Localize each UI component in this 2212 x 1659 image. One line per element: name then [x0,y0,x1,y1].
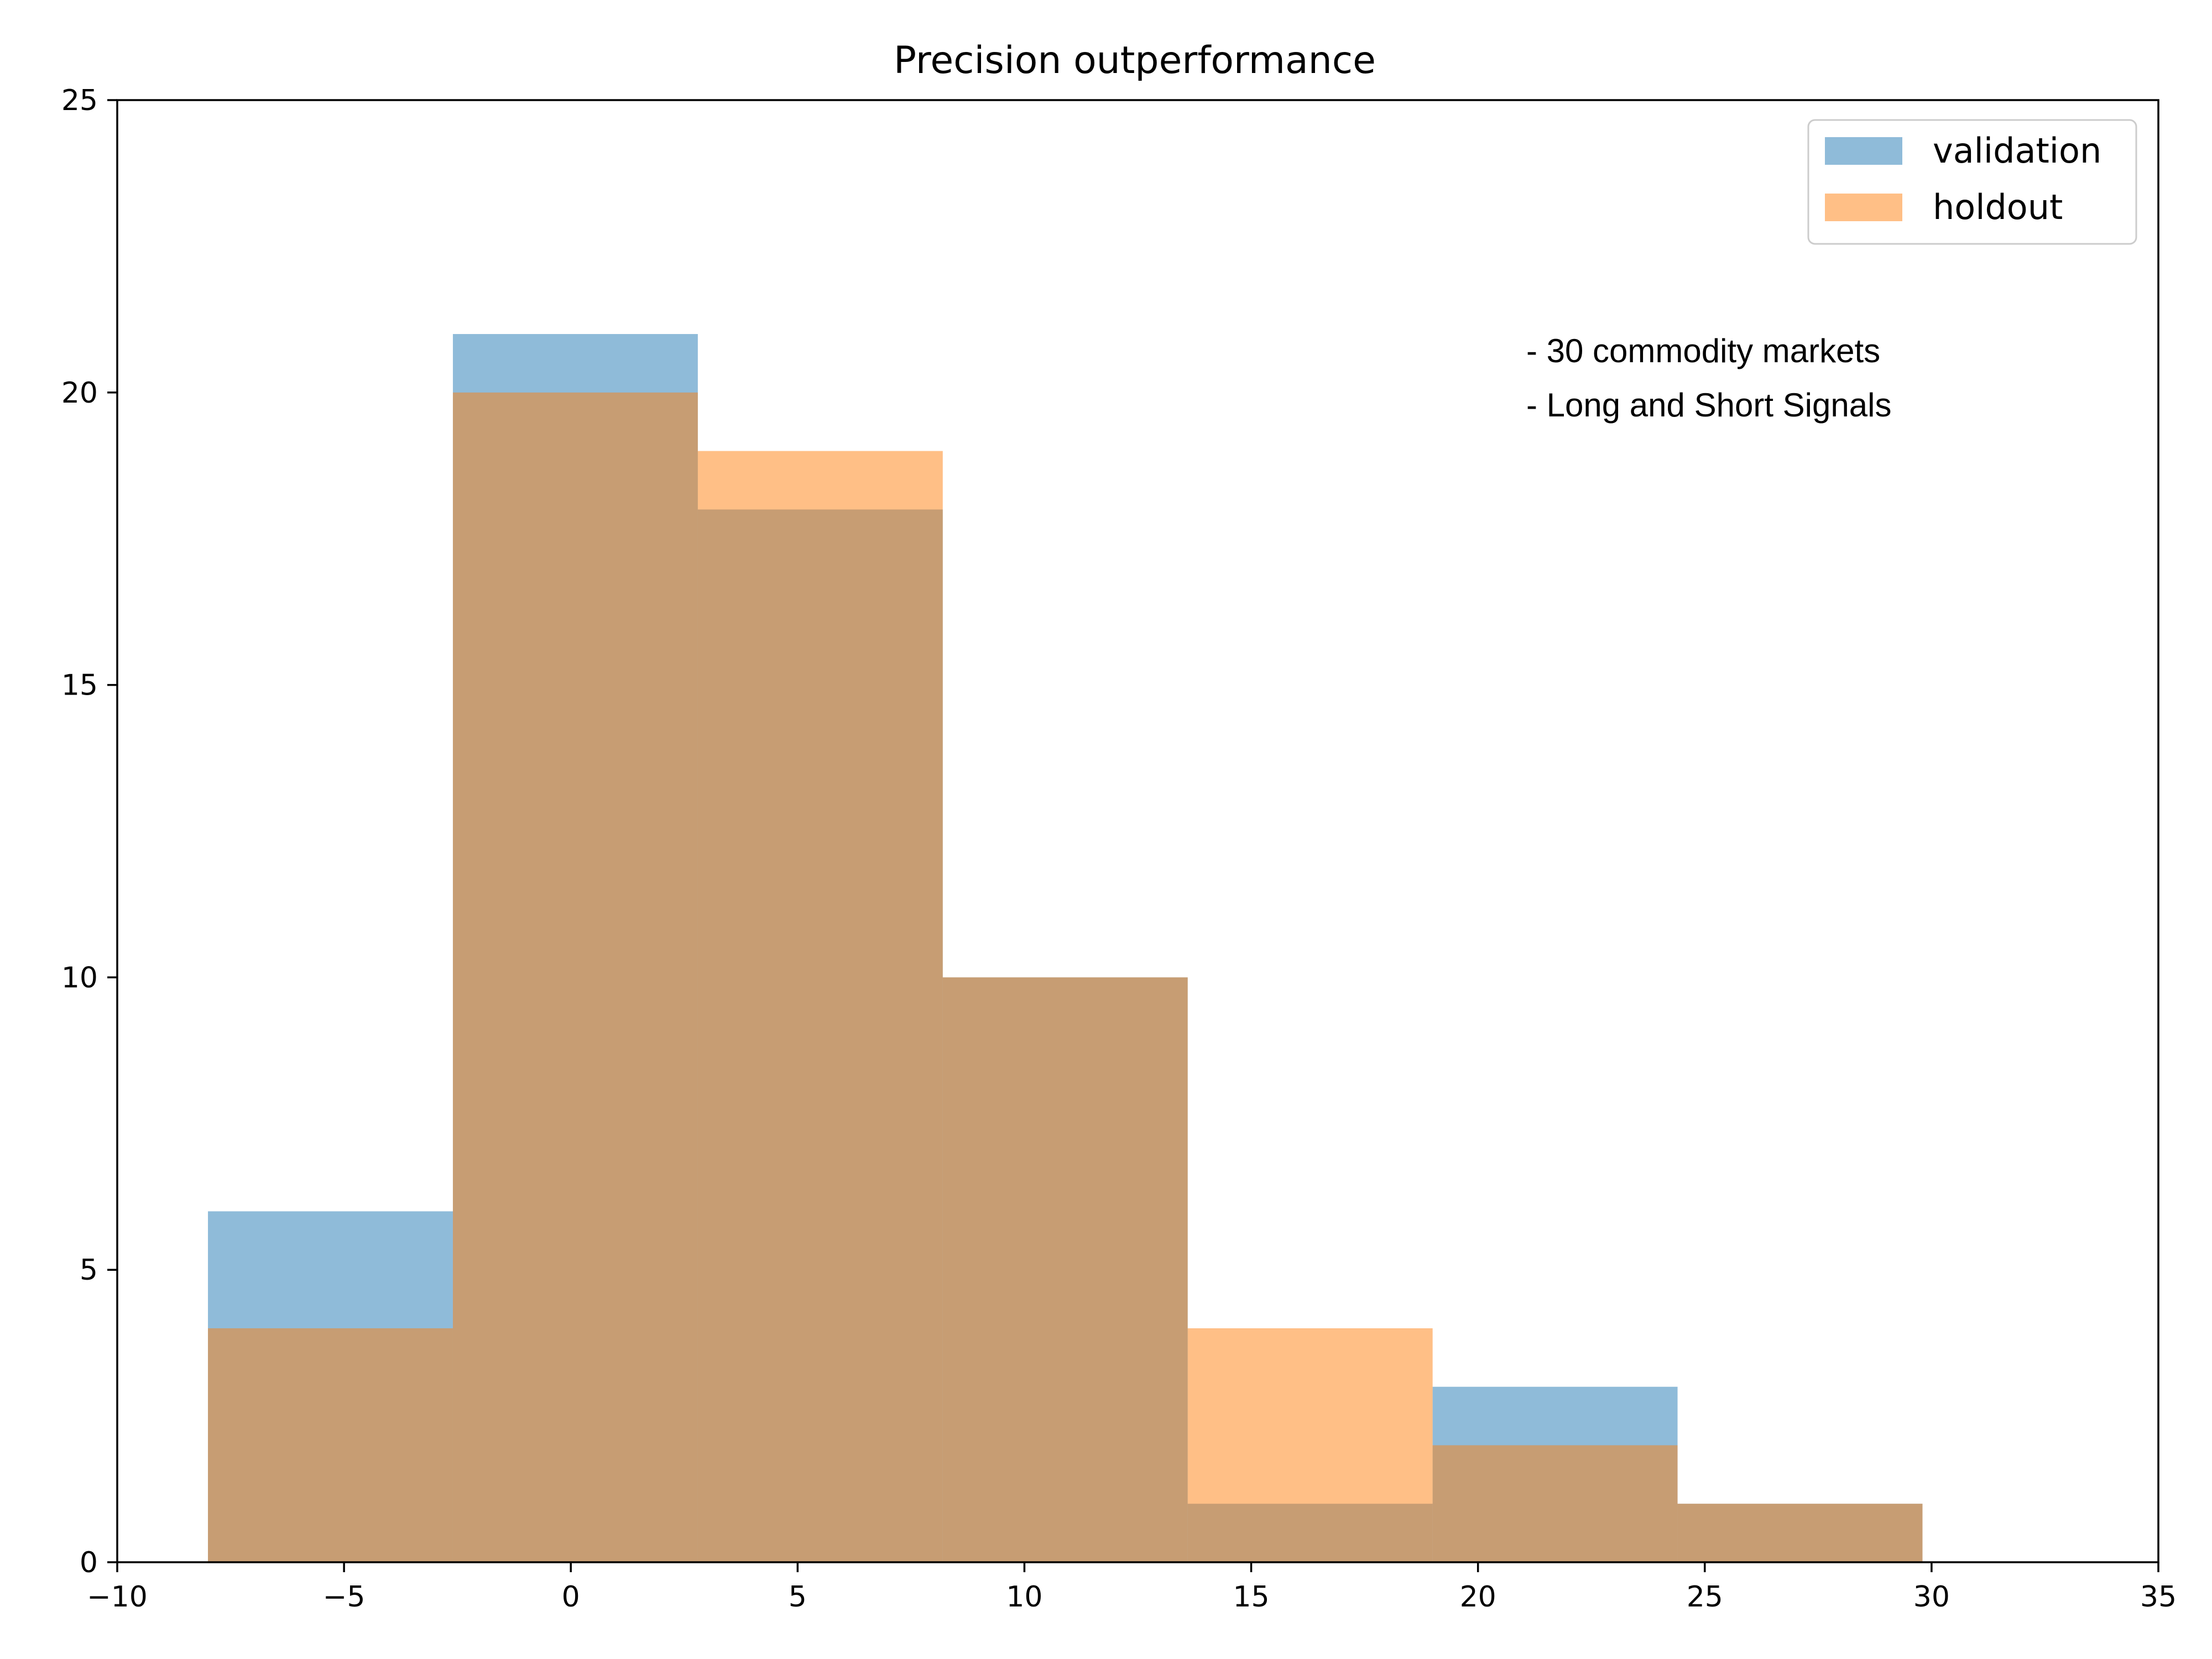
axes-frame [116,99,2159,1563]
x-tick-label: 10 [1006,1580,1042,1614]
legend-swatch-validation [1825,137,1902,165]
bar-holdout-6 [1677,1504,1923,1562]
x-tick-label: 35 [2140,1580,2177,1614]
chart-title: Precision outperformance [894,39,1376,82]
bar-holdout-1 [452,392,698,1562]
annotation-block: - 30 commodity markets - Long and Short … [1526,332,1891,424]
bar-holdout-4 [1187,1328,1433,1562]
annotation-line-signals: - Long and Short Signals [1526,387,1891,424]
legend-swatch-holdout [1825,194,1902,221]
bar-holdout-5 [1432,1445,1678,1562]
y-tick-label: 25 [61,84,98,117]
bar-holdout-0 [208,1328,453,1562]
x-tick-label: 30 [1913,1580,1950,1614]
bars-layer [208,334,1923,1562]
x-tick-label: −5 [323,1580,366,1614]
x-tick-label: 15 [1233,1580,1269,1614]
x-tick-label: −10 [87,1580,148,1614]
y-tick-label: 15 [61,669,98,702]
y-tick-label: 0 [80,1546,98,1579]
legend: validation holdout [1807,119,2137,245]
x-tick-label: 20 [1460,1580,1496,1614]
x-tick-label: 5 [789,1580,807,1614]
y-axis: 0 5 10 15 20 25 [61,84,117,1579]
legend-label-validation: validation [1933,131,2101,171]
x-tick-label: 25 [1687,1580,1723,1614]
bar-holdout-3 [942,977,1188,1562]
y-tick-label: 5 [80,1254,98,1287]
x-tick-label: 0 [562,1580,580,1614]
annotation-line-markets: - 30 commodity markets [1526,332,1880,369]
legend-label-holdout: holdout [1933,187,2063,227]
x-axis: −10 −5 0 5 10 15 20 25 30 35 [87,1562,2177,1614]
y-tick-label: 10 [61,961,98,994]
bar-holdout-2 [697,451,943,1562]
y-tick-label: 20 [61,377,98,410]
